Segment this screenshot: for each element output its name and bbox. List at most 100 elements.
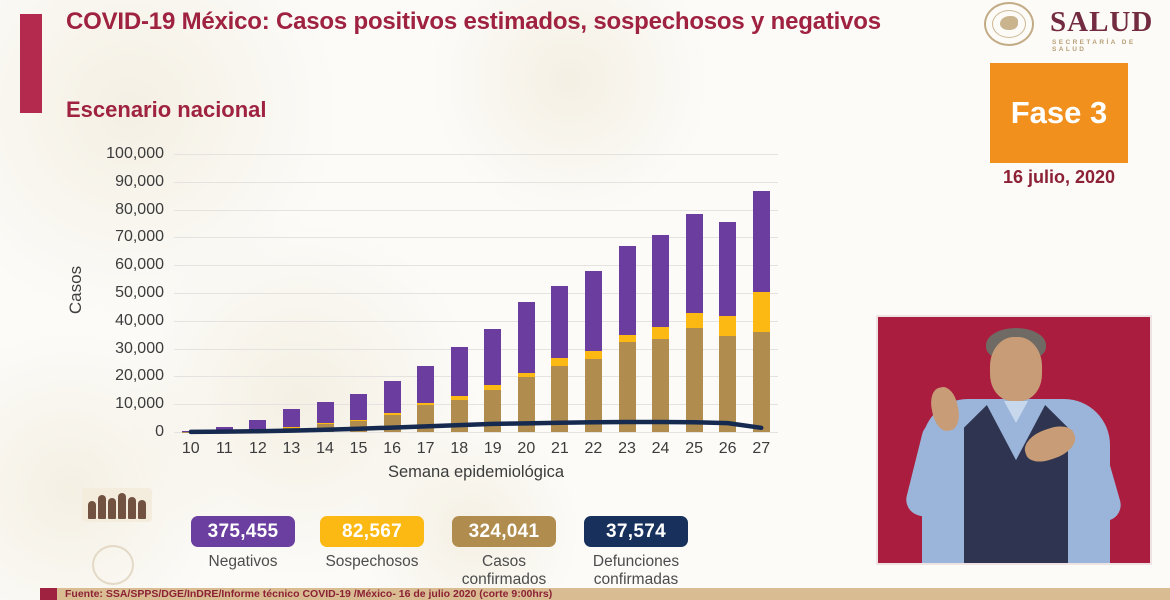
bar-segment-sospechosos: [383, 413, 401, 415]
bar-segment-negativos: [249, 420, 267, 430]
bar-segment-negativos: [752, 190, 770, 292]
x-tick-label: 14: [316, 440, 334, 457]
bar-segment-negativos: [484, 329, 502, 385]
y-tick-label: 20,000: [115, 367, 164, 385]
total-label: Sospechosos: [325, 553, 419, 570]
bar-segment-casos-confirmados: [752, 332, 770, 432]
sign-language-interpreter-video: [876, 315, 1152, 565]
phase-badge: Fase 3: [990, 63, 1128, 163]
x-tick-label: 21: [550, 440, 569, 457]
y-tick-label: 30,000: [115, 339, 164, 357]
bar-week-21: [551, 154, 569, 432]
bar-segment-negativos: [383, 381, 401, 414]
source-footer: Fuente: SSA/SPPS/DGE/InDRE/Informe técni…: [57, 588, 1170, 600]
bar-segment-casos-confirmados: [652, 338, 670, 432]
bar-segment-sospechosos: [484, 384, 502, 391]
x-tick-label: 18: [450, 440, 469, 457]
total-sospechosos: 82,567 Sospechosos: [320, 516, 424, 571]
government-figures-emblem: [82, 488, 152, 522]
bar-week-15: [350, 154, 368, 432]
bar-segment-negativos: [350, 393, 368, 420]
x-tick-label: 20: [517, 440, 536, 457]
gridline: [174, 181, 778, 183]
bar-segment-sospechosos: [450, 396, 468, 401]
x-tick-label: 26: [718, 440, 737, 457]
y-tick-label: 80,000: [115, 200, 164, 218]
gridline: [174, 404, 778, 406]
bar-segment-negativos: [215, 427, 233, 431]
bar-segment-casos-confirmados: [517, 376, 535, 432]
total-defunciones-confirmadas: 37,574 Defunciones confirmadas: [584, 516, 688, 589]
total-value-badge: 375,455: [191, 516, 295, 547]
bar-week-26: [719, 154, 737, 432]
source-text: Fuente: SSA/SPPS/DGE/InDRE/Informe técni…: [65, 588, 553, 600]
gridline: [174, 432, 778, 433]
bar-segment-negativos: [316, 402, 334, 424]
bar-segment-sospechosos: [752, 291, 770, 333]
bar-segment-negativos: [417, 366, 435, 404]
title-accent-bar: [20, 14, 42, 113]
total-value-badge: 82,567: [320, 516, 424, 547]
bar-segment-sospechosos: [551, 358, 569, 366]
y-tick-label: 60,000: [115, 256, 164, 274]
bar-segment-sospechosos: [517, 372, 535, 377]
salud-wordmark-subtitle: SECRETARÍA DE SALUD: [1052, 39, 1136, 53]
gridline: [174, 348, 778, 350]
x-tick-label: 11: [216, 440, 233, 457]
bar-segment-negativos: [450, 346, 468, 397]
interpreter-face: [990, 337, 1042, 401]
bar-segment-casos-confirmados: [618, 341, 636, 432]
bar-segment-negativos: [685, 213, 703, 314]
x-tick-label: 24: [651, 440, 670, 457]
gridline: [174, 293, 778, 294]
bar-segment-sospechosos: [618, 334, 636, 342]
y-tick-label: 40,000: [115, 311, 164, 329]
bar-segment-negativos: [551, 285, 569, 359]
seal-watermark-icon: [92, 545, 134, 585]
total-value-badge: 37,574: [584, 516, 688, 547]
y-tick-label: 70,000: [115, 228, 164, 246]
x-tick-label: 15: [349, 440, 368, 457]
y-tick-label: 90,000: [115, 172, 164, 190]
bar-segment-negativos: [584, 270, 602, 352]
bar-week-20: [517, 154, 535, 432]
bar-segment-negativos: [719, 222, 737, 317]
bar-segment-sospechosos: [652, 327, 670, 339]
eagle-seal-icon: [984, 2, 1034, 46]
gridline: [174, 376, 778, 378]
y-tick-label: 0: [155, 423, 164, 440]
x-tick-label: 19: [483, 440, 502, 457]
bar-segment-sospechosos: [316, 423, 334, 425]
total-label: Casos confirmados: [461, 553, 547, 588]
date-label: 16 julio, 2020: [1002, 167, 1116, 187]
bar-segment-sospechosos: [282, 427, 300, 428]
deaths-line: [188, 419, 764, 435]
bar-week-23: [618, 154, 636, 432]
bar-segment-casos-confirmados: [719, 335, 737, 432]
x-tick-label: 27: [752, 440, 771, 457]
bar-week-19: [484, 154, 502, 432]
page-title: COVID-19 México: Casos positivos estimad…: [66, 8, 881, 35]
bar-segment-casos-confirmados: [484, 390, 502, 432]
bar-week-24: [652, 154, 670, 432]
salud-wordmark: SALUD: [1050, 6, 1154, 38]
total-value-badge: 324,041: [452, 516, 556, 547]
gridline: [174, 237, 778, 239]
bar-segment-negativos: [652, 235, 670, 328]
bar-segment-sospechosos: [417, 403, 435, 405]
x-tick-label: 12: [248, 440, 267, 457]
x-tick-label: 22: [584, 440, 603, 457]
y-tick-label: 100,000: [106, 145, 164, 162]
total-label: Defunciones confirmadas: [592, 553, 680, 588]
bar-segment-casos-confirmados: [584, 358, 602, 432]
plot-area: [174, 154, 778, 435]
total-label: Negativos: [208, 553, 278, 570]
bar-segment-negativos: [517, 302, 535, 373]
total-negativos: 375,455 Negativos: [191, 516, 295, 571]
x-tick-label: 10: [181, 440, 200, 457]
bar-segment-casos-confirmados: [551, 365, 569, 432]
x-tick-label: 25: [685, 440, 703, 457]
bar-week-27: [752, 154, 770, 432]
bar-segment-sospechosos: [584, 351, 602, 359]
bar-segment-sospechosos: [719, 316, 737, 336]
